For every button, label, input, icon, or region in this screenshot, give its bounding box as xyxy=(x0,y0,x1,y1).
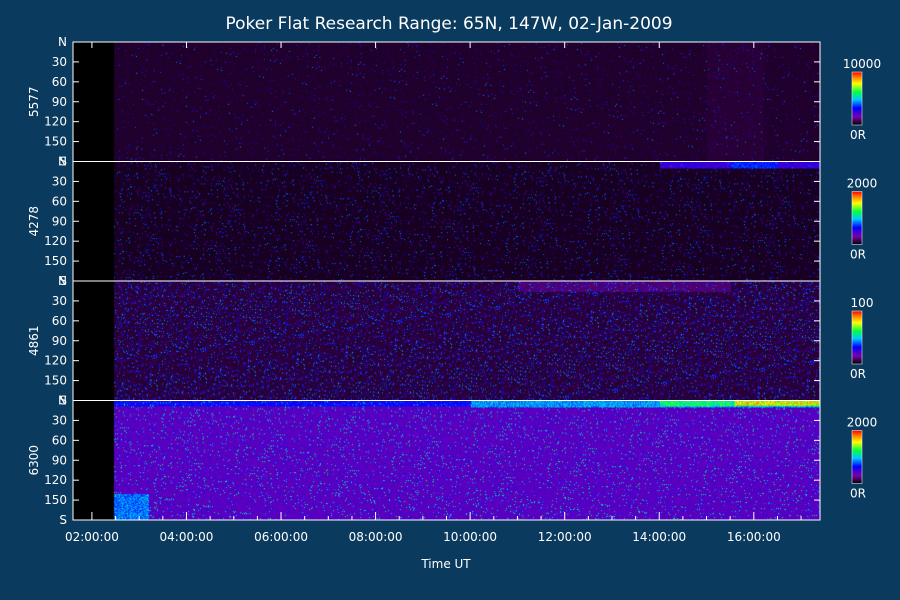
panel-6300-y-tick: 60 xyxy=(52,433,67,447)
panel-5577-y-tick: N xyxy=(58,35,67,49)
panel-5577-y-tick: 30 xyxy=(52,55,67,69)
panel-4861-y-tick: 150 xyxy=(44,374,67,388)
panel-4278-y-tick: S xyxy=(59,274,67,288)
panel-4861-y-tick: N xyxy=(58,274,67,288)
panel-5577-y-tick: 90 xyxy=(52,95,67,109)
panel-4278-y-tick: 120 xyxy=(44,234,67,248)
panel-4861-y-tick: 90 xyxy=(52,334,67,348)
panel-6300-y-tick: S xyxy=(59,513,67,527)
panel-4278-y-tick: N xyxy=(58,155,67,169)
panel-6300-heatmap xyxy=(73,400,820,520)
panel-5577-colorbar-min: 0R xyxy=(850,128,866,142)
chart-title: Poker Flat Research Range: 65N, 147W, 02… xyxy=(225,14,672,34)
panel-4861-y-tick: 60 xyxy=(52,314,67,328)
panel-6300-colorbar-min: 0R xyxy=(850,487,866,501)
panel-4278-colorbar xyxy=(851,191,863,245)
panel-4861-y-tick: S xyxy=(59,394,67,408)
panel-6300-label: 6300 xyxy=(27,445,41,476)
panel-4861-y-tick: 120 xyxy=(44,354,67,368)
x-tick-label: 12:00:00 xyxy=(538,530,592,544)
x-tick-label: 06:00:00 xyxy=(254,530,308,544)
panel-6300-y-tick: 30 xyxy=(52,413,67,427)
panel-4861-y-tick: 30 xyxy=(52,294,67,308)
panel-4861-colorbar xyxy=(851,310,863,365)
panel-5577-y-tick: 150 xyxy=(44,135,67,149)
panel-5577-y-tick: 120 xyxy=(44,115,67,129)
x-axis-label: Time UT xyxy=(420,557,471,571)
panel-5577-y-tick: 60 xyxy=(52,75,67,89)
panel-4278-y-tick: 150 xyxy=(44,254,67,268)
x-tick-label: 16:00:00 xyxy=(727,530,781,544)
panel-6300-y-tick: N xyxy=(58,394,67,408)
panel-6300-y-tick: 150 xyxy=(44,493,67,507)
panel-4861-colorbar-min: 0R xyxy=(850,367,866,381)
x-tick-label: 02:00:00 xyxy=(65,530,119,544)
panel-4861-label: 4861 xyxy=(27,325,41,356)
panel-4861-heatmap xyxy=(73,281,820,401)
panel-4861-colorbar-max: 100 xyxy=(851,296,874,310)
panel-4278-y-tick: 90 xyxy=(52,214,67,228)
x-tick-label: 14:00:00 xyxy=(632,530,686,544)
panel-6300-colorbar-max: 2000 xyxy=(847,416,878,430)
panel-6300-colorbar xyxy=(851,430,863,484)
panel-6300-y-tick: 120 xyxy=(44,473,67,487)
panel-4278-colorbar-min: 0R xyxy=(850,248,866,262)
panel-6300-y-tick: 90 xyxy=(52,453,67,467)
panel-5577-colorbar-max: 10000 xyxy=(843,57,881,71)
panel-4278-y-tick: 30 xyxy=(52,174,67,188)
x-tick-label: 08:00:00 xyxy=(349,530,403,544)
panel-4278-y-tick: 60 xyxy=(52,194,67,208)
panel-4278-colorbar-max: 2000 xyxy=(847,177,878,191)
panel-5577-label: 5577 xyxy=(27,86,41,117)
x-tick-label: 04:00:00 xyxy=(160,530,214,544)
panel-4278-label: 4278 xyxy=(27,206,41,237)
panel-5577-colorbar xyxy=(851,71,863,126)
panel-5577-y-tick: S xyxy=(59,155,67,169)
panel-5577-heatmap xyxy=(73,42,820,162)
panel-4278-heatmap xyxy=(73,161,820,281)
x-tick-label: 10:00:00 xyxy=(443,530,497,544)
